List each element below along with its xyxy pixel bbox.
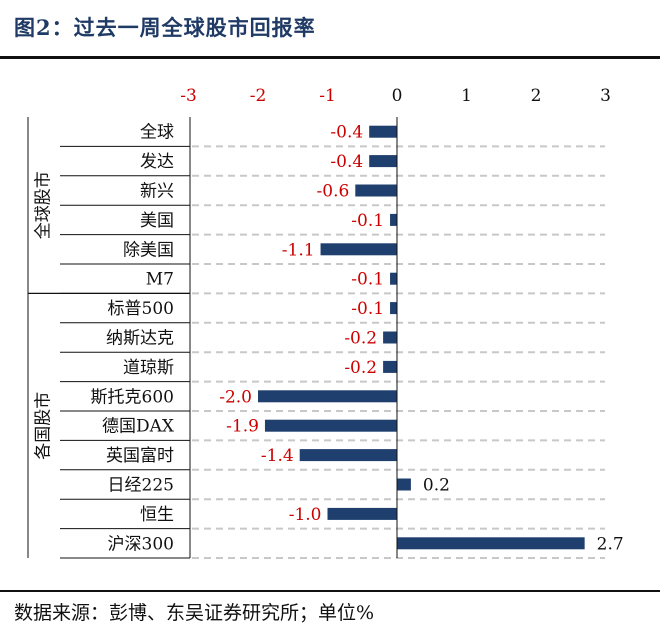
data-label: -0.4 [330, 123, 363, 143]
top-rule [0, 56, 660, 59]
bar [390, 272, 397, 285]
bar [320, 243, 397, 256]
data-label: 2.7 [597, 534, 624, 554]
data-label: -1.9 [226, 417, 259, 437]
data-label: -1.1 [282, 240, 315, 260]
category-label: 恒生 [140, 505, 174, 525]
category-label: 纳斯达克 [106, 329, 174, 349]
bar-chart: -3 -2 -1 0 1 2 3 全球 -0.4 发达 -0.4 新兴 -0.6 美国 -0.1 除美国 -1.… [27, 86, 624, 559]
category-label: 德国DAX [102, 417, 175, 437]
data-label: -0.2 [344, 329, 377, 349]
bar [383, 360, 397, 373]
x-tick-label: -2 [250, 86, 267, 106]
bar [383, 331, 397, 344]
data-label: -0.2 [344, 358, 377, 378]
bar [369, 125, 397, 138]
category-label: 标普500 [108, 299, 174, 319]
data-label: -1.0 [289, 505, 322, 525]
data-label: -0.4 [330, 152, 363, 172]
x-tick-label: 3 [600, 86, 611, 106]
chart-title: 图2：过去一周全球股市回报率 [14, 15, 316, 40]
category-label: 发达 [140, 152, 174, 172]
data-label: -0.1 [351, 299, 384, 319]
data-label: -0.1 [351, 211, 384, 231]
data-label: 0.2 [423, 476, 450, 496]
x-tick-label: 0 [392, 86, 403, 106]
data-label: -0.6 [317, 182, 350, 202]
bar [390, 213, 397, 226]
x-tick-label: -3 [180, 86, 197, 106]
x-tick-label: -1 [319, 86, 336, 106]
x-tick-label: 1 [461, 86, 472, 106]
group-label: 全球股市 [34, 171, 54, 239]
data-label: -1.4 [261, 446, 294, 466]
bar [258, 390, 397, 403]
bottom-rule [0, 590, 660, 592]
category-label: 日经225 [108, 476, 174, 496]
data-label: -2.0 [219, 387, 252, 407]
bar [355, 184, 397, 197]
x-tick-label: 2 [531, 86, 542, 106]
bar [264, 419, 397, 432]
category-label: M7 [146, 270, 174, 290]
category-label: 斯托克600 [91, 387, 174, 407]
bar [397, 478, 411, 491]
bar [327, 507, 397, 520]
bar [369, 155, 397, 168]
bar [299, 449, 397, 462]
category-label: 英国富时 [106, 446, 174, 466]
data-label: -0.1 [351, 270, 384, 290]
bar [390, 302, 397, 315]
category-label: 美国 [140, 211, 174, 231]
source-note: 数据来源：彭博、东吴证券研究所；单位% [14, 602, 375, 624]
category-label: 除美国 [123, 240, 174, 260]
bar [397, 537, 585, 550]
group-label: 各国股市 [34, 392, 54, 460]
category-label: 沪深300 [108, 534, 174, 554]
category-label: 道琼斯 [123, 358, 174, 378]
category-label: 全球 [140, 123, 174, 143]
category-label: 新兴 [140, 182, 174, 202]
